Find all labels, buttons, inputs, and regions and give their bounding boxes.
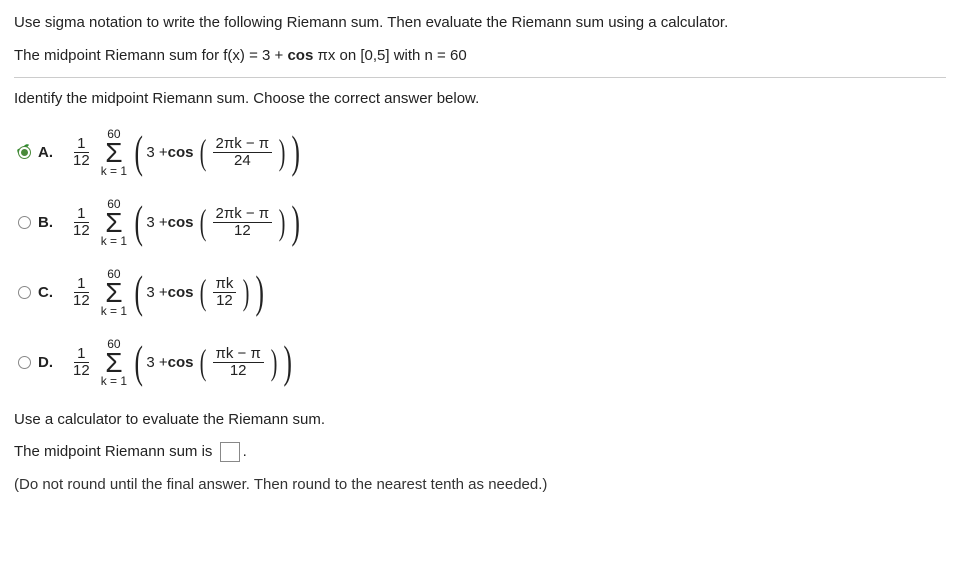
inner-left-paren-icon: ( [199,138,206,167]
cos-label: cos [168,214,194,231]
intro-2-suffix: πx on [0,5] with n = 60 [313,47,466,64]
intro-line-2: The midpoint Riemann sum for f(x) = 3 + … [14,45,946,68]
inner-left-paren-icon: ( [199,348,206,377]
right-paren-icon: ) [292,134,300,171]
outer-fraction: 112 [70,136,93,169]
calc-instruction: Use a calculator to evaluate the Riemann… [14,409,946,432]
left-paren-icon: ( [134,204,142,241]
rounding-hint: (Do not round until the final answer. Th… [14,474,946,497]
const-term: 3 + [146,214,167,231]
cos-label: cos [168,284,194,301]
const-term: 3 + [146,144,167,161]
inner-fraction: 2πk − π24 [213,136,273,169]
sigma-icon: 60Σk = 1 [101,338,127,387]
right-paren-icon: ) [256,274,264,311]
outer-fraction: 112 [70,346,93,379]
radio-button[interactable] [18,356,31,369]
option-formula: 112 60Σk = 1 (3 + cos (2πk − π24)) [66,128,303,177]
question-text: Identify the midpoint Riemann sum. Choos… [14,88,946,111]
outer-fraction: 112 [70,206,93,239]
right-paren-icon: ) [292,204,300,241]
inner-left-paren-icon: ( [199,208,206,237]
inner-fraction: πk − π12 [213,346,264,379]
const-term: 3 + [146,284,167,301]
radio-button[interactable] [18,146,31,159]
inner-fraction: πk12 [213,276,237,309]
option-label: D. [38,354,66,371]
answer-suffix: . [243,443,247,460]
sigma-icon: 60Σk = 1 [101,198,127,247]
cos-label: cos [168,354,194,371]
divider [14,77,946,78]
intro-2-prefix: The midpoint Riemann sum for f(x) = 3 + [14,47,287,64]
answer-prefix: The midpoint Riemann sum is [14,443,217,460]
left-paren-icon: ( [134,344,142,381]
answer-input[interactable] [220,442,240,462]
inner-right-paren-icon: ) [279,208,286,237]
option-row[interactable]: C.112 60Σk = 1 (3 + cos ( πk12)) [14,261,946,325]
inner-fraction: 2πk − π12 [213,206,273,239]
radio-container[interactable] [14,354,34,372]
intro-line-1: Use sigma notation to write the followin… [14,12,946,35]
option-row[interactable]: B.112 60Σk = 1 (3 + cos (2πk − π12)) [14,191,946,255]
inner-right-paren-icon: ) [271,348,278,377]
radio-container[interactable]: ✔ [14,144,34,162]
option-label: C. [38,284,66,301]
answer-line: The midpoint Riemann sum is . [14,441,946,464]
inner-left-paren-icon: ( [199,278,206,307]
options-group: ✔A.11260Σk = 1(3 + cos(2πk − π24))B.1126… [14,121,946,395]
left-paren-icon: ( [134,274,142,311]
intro-2-cos: cos [287,47,313,64]
option-row[interactable]: ✔A.112 60Σk = 1 (3 + cos (2πk − π24)) [14,121,946,185]
outer-fraction: 112 [70,276,93,309]
cos-label: cos [168,144,194,161]
inner-right-paren-icon: ) [243,278,250,307]
option-formula: 112 60Σk = 1 (3 + cos ( πk12)) [66,268,268,317]
sigma-icon: 60Σk = 1 [101,128,127,177]
sigma-icon: 60Σk = 1 [101,268,127,317]
option-row[interactable]: D.11260Σk = 1(3 + cos(πk − π12)) [14,331,946,395]
const-term: 3 + [146,354,167,371]
radio-button[interactable] [18,286,31,299]
radio-button[interactable] [18,216,31,229]
inner-right-paren-icon: ) [279,138,286,167]
option-formula: 112 60Σk = 1 (3 + cos (2πk − π12)) [66,198,303,247]
option-formula: 11260Σk = 1(3 + cos(πk − π12)) [66,338,295,387]
radio-container[interactable] [14,214,34,232]
option-label: A. [38,144,66,161]
left-paren-icon: ( [134,134,142,171]
option-label: B. [38,214,66,231]
right-paren-icon: ) [283,344,291,381]
radio-container[interactable] [14,284,34,302]
